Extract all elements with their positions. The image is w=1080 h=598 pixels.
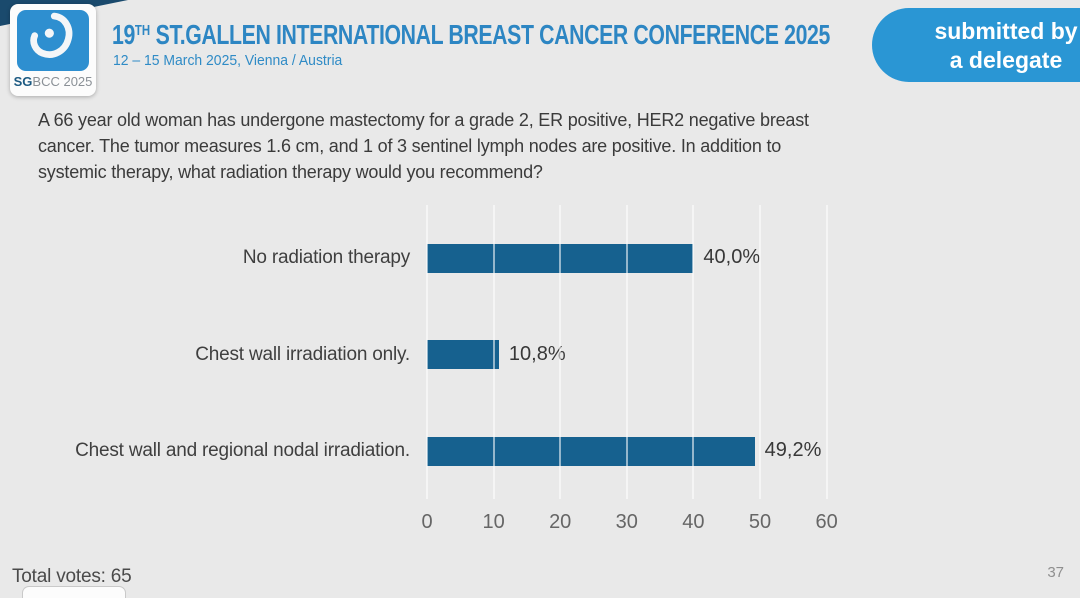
- category-label: Chest wall and regional nodal irradiatio…: [75, 440, 410, 461]
- title-number: 19: [112, 19, 135, 50]
- value-label: 10,8%: [508, 342, 566, 365]
- title-text: ST.GALLEN INTERNATIONAL BREAST CANCER CO…: [150, 19, 831, 50]
- conference-title: 19TH ST.GALLEN INTERNATIONAL BREAST CANC…: [112, 19, 830, 51]
- gridline: [759, 205, 761, 499]
- badge-line1: submitted by: [934, 18, 1078, 44]
- badge-line2: a delegate: [949, 47, 1063, 73]
- logo-abbr-bold: SG: [13, 74, 33, 89]
- gridline: [426, 205, 428, 499]
- bottom-popup-peek: [22, 586, 126, 598]
- slide-page-number: 37: [1047, 564, 1064, 581]
- x-tick-label: 40: [682, 511, 705, 533]
- x-tick-label: 50: [748, 511, 772, 533]
- sgbcc-logo-icon: [17, 10, 89, 71]
- breast-symbol-icon: [30, 12, 73, 58]
- gridline: [692, 205, 695, 499]
- question-line: systemic therapy, what radiation therapy…: [38, 162, 543, 182]
- x-tick-label: 60: [815, 511, 838, 533]
- x-tick-label: 0: [421, 511, 433, 533]
- x-tick-label: 20: [549, 511, 572, 533]
- gridline: [492, 205, 495, 499]
- total-votes-label: Total votes: 65: [12, 566, 132, 587]
- title-ordinal: TH: [134, 22, 151, 39]
- logo-wordmark: SGBCC 2025: [10, 74, 96, 89]
- gridline: [625, 205, 628, 499]
- question-text: A 66 year old woman has undergone mastec…: [38, 107, 938, 185]
- question-line: A 66 year old woman has undergone mastec…: [38, 110, 809, 130]
- bar: [427, 436, 755, 466]
- logo-abbr-rest: BCC 2025: [32, 74, 93, 89]
- question-line: cancer. The tumor measures 1.6 cm, and 1…: [38, 136, 782, 156]
- bar: [427, 340, 499, 369]
- x-tick-label: 10: [482, 511, 505, 533]
- sgbcc-logo-card: SGBCC 2025: [10, 4, 96, 96]
- submitted-by-badge: submitted by a delegate: [872, 8, 1080, 82]
- gridline: [559, 205, 562, 499]
- conference-subtitle: 12 – 15 March 2025, Vienna / Austria: [113, 52, 343, 69]
- gridline: [825, 205, 828, 499]
- value-label: 40,0%: [703, 246, 761, 268]
- x-tick-label: 30: [615, 511, 638, 533]
- category-label: No radiation therapy: [242, 247, 410, 268]
- value-label: 49,2%: [764, 439, 822, 461]
- category-label: Chest wall irradiation only.: [195, 343, 410, 365]
